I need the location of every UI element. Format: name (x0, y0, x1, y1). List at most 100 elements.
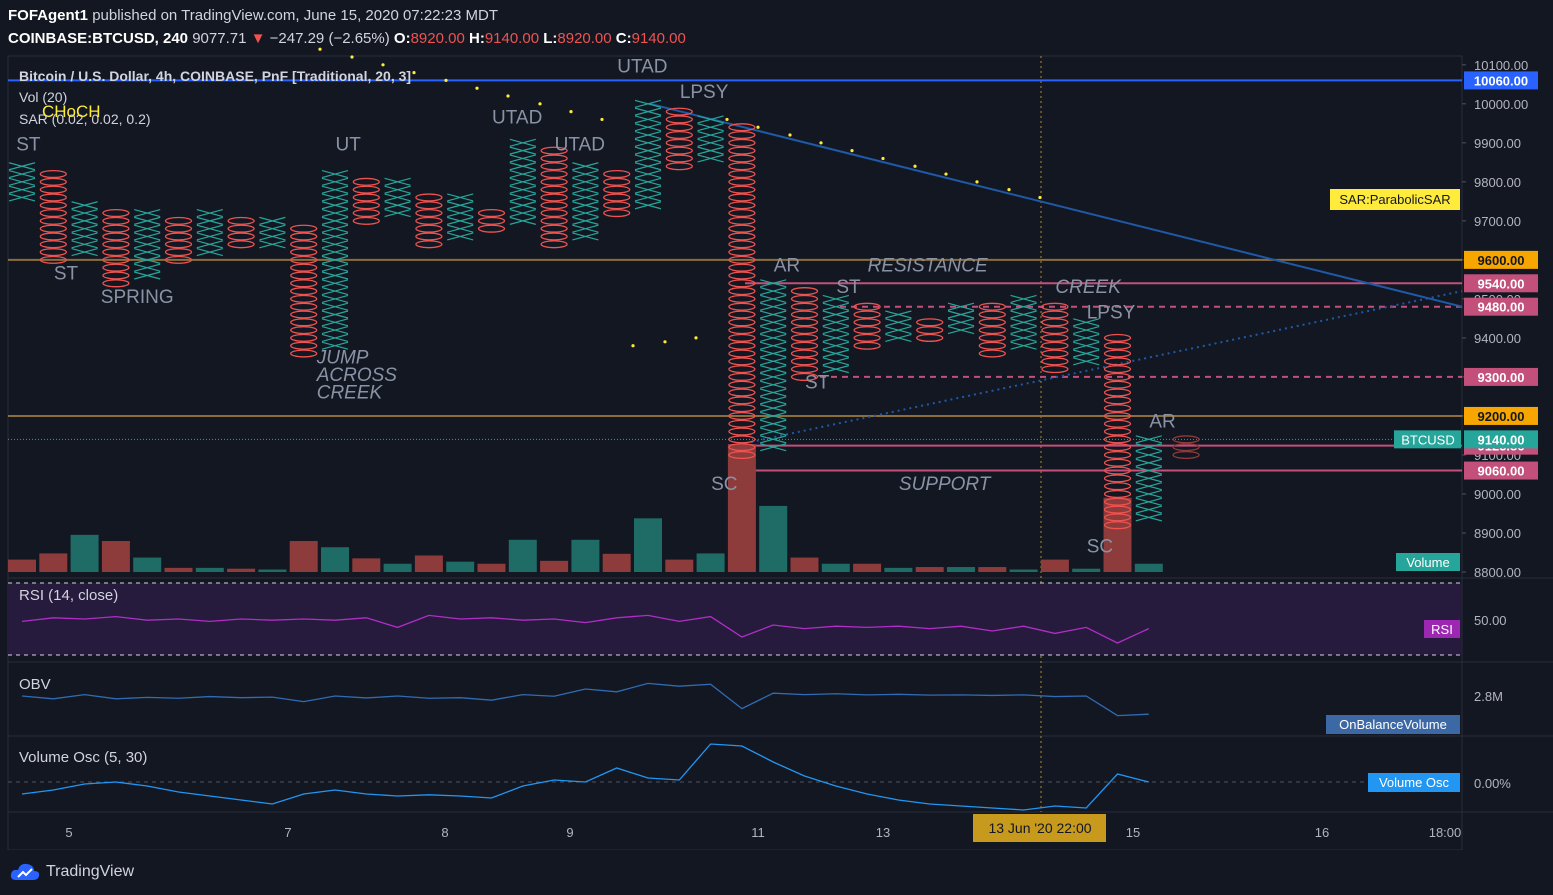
x-tick-label: 8 (441, 825, 448, 840)
pnf-x-box (71, 208, 98, 218)
pnf-o-box (415, 240, 443, 249)
pnf-x-box (8, 177, 36, 186)
open-value: 8920.00 (410, 30, 465, 47)
pnf-o-box (39, 224, 67, 233)
pnf-o-box (728, 162, 756, 171)
volume-bar (414, 555, 443, 572)
pnf-x-box (321, 279, 349, 288)
volume-bar (1040, 559, 1069, 572)
pnf-x-box (760, 388, 787, 397)
level-price-box (1464, 71, 1538, 90)
pnf-o-box (728, 427, 756, 436)
pnf-x-box (1010, 333, 1037, 342)
pnf-o-column (728, 123, 756, 460)
pnf-o-box (728, 443, 756, 452)
x-tick-label: 5 (65, 825, 72, 840)
pnf-x-box (634, 115, 662, 124)
sar-dot (569, 110, 573, 114)
pnf-o-box (978, 302, 1006, 311)
obv-line (21, 682, 1149, 717)
pnf-x-box (196, 216, 223, 225)
volume-bar (978, 567, 1007, 572)
pnf-x-box (634, 154, 662, 163)
price-change: −247.29 (−2.65%) (269, 30, 390, 47)
volume-bar (508, 539, 537, 572)
pnf-x-box (321, 193, 349, 202)
pnf-x-column (196, 208, 223, 257)
pnf-x-box (760, 349, 787, 358)
volume-label-box (1396, 553, 1460, 571)
pnf-o-box (728, 201, 756, 210)
legend-main: Bitcoin / U.S. Dollar, 4h, COINBASE, PnF… (19, 68, 411, 84)
pnf-o-box (728, 240, 756, 249)
pnf-x-box (634, 185, 662, 194)
pnf-o-box (227, 232, 255, 241)
pnf-x-box (1135, 458, 1162, 467)
pnf-o-box (728, 302, 756, 311)
down-arrow-icon: ▼ (250, 30, 266, 47)
pnf-o-box (1103, 482, 1132, 491)
volume-bar (665, 559, 694, 572)
pnf-x-box (1135, 513, 1162, 522)
pnf-o-box (540, 177, 568, 186)
pnf-x-box (259, 224, 286, 233)
x-tick-label: 11 (751, 825, 765, 840)
pnf-x-box (1135, 443, 1162, 452)
pnf-o-box (728, 294, 756, 303)
pnf-o-box (540, 162, 568, 171)
pnf-o-box (728, 138, 756, 147)
pnf-x-box (321, 185, 349, 194)
pnf-x-box (760, 287, 787, 296)
pnf-x-box (1135, 482, 1162, 491)
volume-bar (759, 505, 788, 572)
pnf-o-box (39, 255, 67, 264)
pnf-o-box (665, 123, 693, 132)
author-name[interactable]: FOFAgent1 (8, 7, 89, 24)
pnf-o-box (665, 115, 693, 124)
pnf-x-box (71, 216, 98, 225)
pnf-x-box (822, 294, 849, 303)
pnf-x-box (822, 349, 849, 358)
pnf-o-box (728, 130, 756, 140)
volume-bar (853, 563, 882, 572)
volume-bar (1134, 563, 1163, 572)
pnf-x-box (634, 193, 662, 202)
volume-bar (164, 567, 193, 572)
level-price-label: 9480.00 (1478, 300, 1525, 315)
footer-bar (0, 850, 1553, 895)
wyckoff-annotation: LPSY (1087, 302, 1136, 323)
obv-label: OnBalanceVolume (1339, 717, 1447, 732)
pnf-chart[interactable]: 10100.00 10000.00 9900.00 9800.00 9700.00 960… (0, 0, 1553, 850)
choch-label: CHoCH (42, 102, 101, 121)
pnf-o-box (790, 326, 819, 335)
rsi-line (21, 614, 1150, 644)
wyckoff-annotation: CREEK (1055, 277, 1122, 298)
pnf-x-box (8, 162, 36, 171)
pnf-o-box (1103, 435, 1132, 444)
pnf-x-box (8, 185, 36, 194)
pnf-o-box (290, 287, 318, 296)
pnf-o-column (603, 169, 631, 218)
pnf-o-box (728, 380, 756, 389)
volume-bar (195, 567, 224, 572)
volume-bar (289, 541, 318, 572)
pnf-o-box (665, 154, 693, 163)
pnf-o-box (290, 279, 318, 288)
wyckoff-annotation: CREEK (317, 382, 384, 403)
pnf-x-box (509, 185, 536, 194)
tradingview-logo[interactable]: TradingView (10, 862, 134, 882)
wyckoff-annotation: SC (1087, 536, 1113, 557)
level-price-label: 9200.00 (1478, 409, 1525, 424)
pnf-o-box (164, 216, 193, 225)
x-tick-label: 16 (1315, 825, 1329, 840)
wyckoff-annotation: ST (805, 373, 830, 394)
pnf-x-box (1135, 505, 1162, 514)
pnf-x-box (509, 193, 536, 202)
pnf-x-box (447, 224, 474, 233)
pnf-x-box (760, 333, 787, 342)
pnf-x-column (447, 193, 474, 241)
pnf-x-box (697, 123, 724, 132)
sar-dot (663, 340, 667, 344)
pnf-o-box (1103, 349, 1132, 358)
volume-bar (540, 560, 569, 572)
